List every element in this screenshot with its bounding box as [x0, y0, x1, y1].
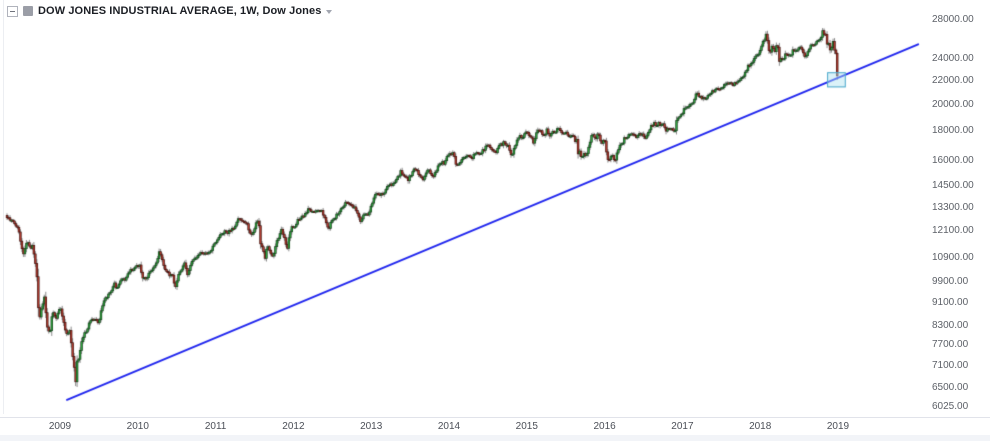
time-axis-label: 2014 — [437, 421, 461, 432]
time-axis-label: 2013 — [360, 421, 383, 432]
price-axis-label: 9100.00 — [932, 297, 969, 309]
price-axis-label: 14500.00 — [932, 179, 974, 191]
price-axis-label: 24000.00 — [932, 52, 974, 64]
bottom-edge-band — [0, 435, 990, 441]
caret-down-icon[interactable] — [326, 10, 333, 14]
price-axis-label: 28000.00 — [932, 14, 974, 25]
price-axis-label: 9900.00 — [932, 275, 969, 287]
symbol-title[interactable]: DOW JONES INDUSTRIAL AVERAGE, 1W, Dow Jo… — [38, 5, 322, 17]
price-axis-label: 16000.00 — [932, 155, 974, 166]
time-axis-label: 2011 — [204, 421, 227, 432]
price-axis-label: 8300.00 — [932, 320, 969, 332]
price-axis[interactable]: 28000.00 24000.00 22000.00 20000.00 18000.00… — [928, 0, 990, 417]
time-axis-label: 2019 — [826, 421, 850, 432]
time-axis-label: 2012 — [282, 421, 305, 432]
minus-glyph — [10, 10, 15, 12]
time-axis-label: 2016 — [593, 421, 616, 432]
price-axis-label: 22000.00 — [932, 74, 974, 86]
symbol-legend[interactable]: DOW JONES INDUSTRIAL AVERAGE, 1W, Dow Jo… — [7, 5, 333, 17]
price-axis-label: 7700.00 — [932, 339, 969, 351]
price-axis-label: 12100.00 — [932, 225, 974, 237]
price-axis-label: 6025.00 — [932, 401, 969, 413]
instrument-icon — [23, 6, 33, 16]
price-axis-label: 10900.00 — [932, 251, 974, 263]
pane-left-border — [3, 0, 4, 414]
time-axis[interactable]: 2009 2010 2011 2012 2013 2014 2015 2016 2017 2018… — [0, 418, 990, 441]
time-axis-label: 2010 — [126, 421, 149, 432]
price-axis-label: 18000.00 — [932, 125, 974, 137]
time-axis-separator — [0, 417, 990, 418]
time-axis-label: 2009 — [48, 421, 72, 432]
time-axis-label: 2015 — [515, 421, 538, 432]
price-axis-label: 13300.00 — [932, 201, 974, 213]
price-axis-label: 20000.00 — [932, 98, 974, 110]
collapse-legend-icon[interactable] — [7, 5, 18, 17]
time-axis-label: 2017 — [671, 421, 694, 432]
price-axis-label: 7100.00 — [932, 359, 969, 371]
price-axis-label: 6500.00 — [932, 382, 969, 393]
time-axis-label: 2018 — [749, 421, 772, 432]
